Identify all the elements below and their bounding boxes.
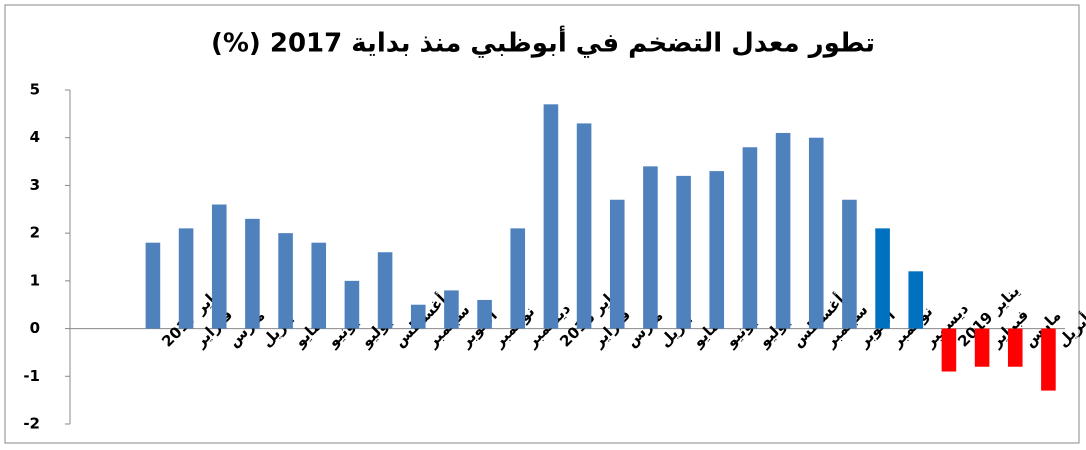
y-tick-label: 2 <box>30 224 40 242</box>
bar <box>742 147 758 329</box>
bar <box>510 228 526 329</box>
bar <box>643 166 658 329</box>
chart-title: تطور معدل التضخم في أبوظبي منذ بداية 201… <box>211 26 875 59</box>
y-tick-label: 0 <box>30 319 40 337</box>
bar <box>709 171 725 329</box>
bar <box>676 175 691 329</box>
bar <box>543 104 559 329</box>
y-tick-label: 1 <box>30 271 40 289</box>
bar <box>875 228 890 329</box>
bar <box>908 271 924 329</box>
bar <box>344 280 360 329</box>
bar <box>145 242 161 329</box>
bar <box>576 123 592 329</box>
bar <box>278 233 293 329</box>
y-tick-label: 3 <box>30 176 40 194</box>
bar <box>178 228 194 329</box>
bar <box>775 132 791 329</box>
bar <box>211 204 227 329</box>
y-tick-label: 4 <box>30 128 40 146</box>
bar <box>245 218 260 329</box>
bar <box>941 328 957 372</box>
bar <box>477 299 492 329</box>
bar <box>377 252 393 329</box>
bar <box>974 328 990 367</box>
bar <box>808 137 824 329</box>
bar <box>609 199 625 329</box>
y-tick-label: 5 <box>30 81 40 99</box>
bar <box>410 304 426 329</box>
bar <box>444 290 459 329</box>
y-tick-label: -1 <box>23 367 40 385</box>
bar <box>1007 328 1023 367</box>
bar <box>1041 328 1056 391</box>
y-tick-label: -2 <box>23 415 40 433</box>
bar <box>311 242 327 329</box>
chart-border <box>4 4 1080 444</box>
bar <box>842 199 857 329</box>
